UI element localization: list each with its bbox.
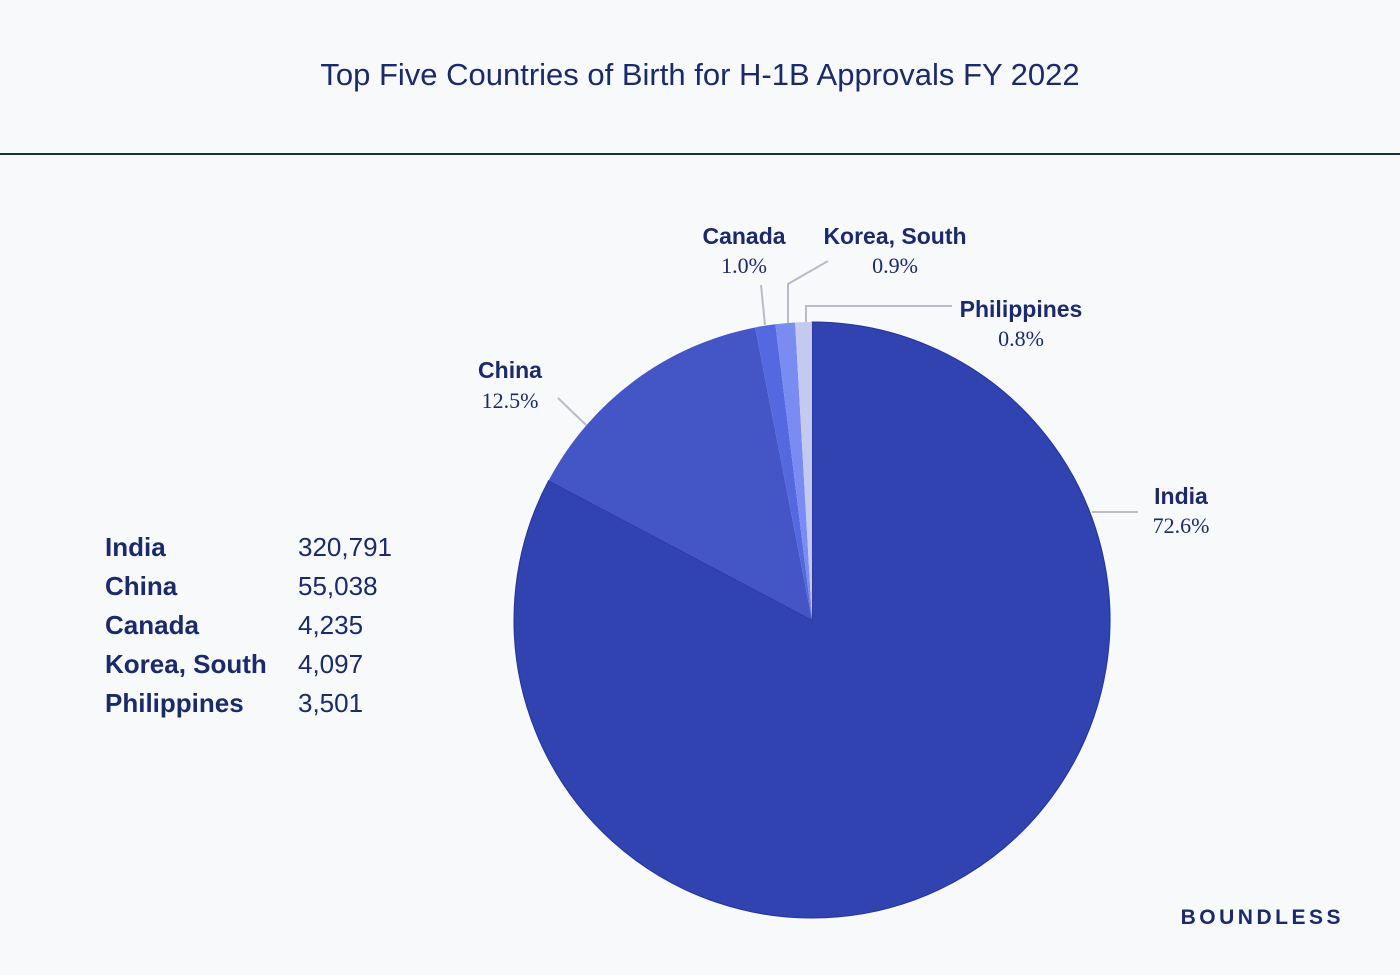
slice-percent: 72.6% [1153, 513, 1210, 538]
slice-label: India [1154, 483, 1208, 509]
country-name: Canada [105, 610, 199, 640]
pie-slice-philippines [795, 322, 812, 620]
pie-slice-korea-south [775, 322, 812, 620]
country-name: India [105, 532, 166, 562]
slice-percent: 0.9% [872, 253, 918, 278]
country-value: 4,235 [298, 610, 364, 640]
country-name: Philippines [105, 688, 244, 718]
slice-percent: 1.0% [721, 253, 767, 278]
pie-slice-canada [755, 324, 812, 620]
table-row: Canada 4,235 [105, 606, 392, 645]
pie-slice-china [548, 327, 812, 620]
slice-label: China [478, 357, 542, 383]
slice-label: Philippines [960, 296, 1083, 322]
country-value: 320,791 [298, 532, 392, 562]
pie-slice-india [513, 321, 1111, 919]
leader-line [805, 305, 952, 322]
country-name: China [105, 571, 178, 601]
slice-percent: 12.5% [482, 388, 539, 413]
slice-label: Korea, South [823, 223, 966, 249]
header: Top Five Countries of Birth for H-1B App… [0, 0, 1400, 155]
table-row: Korea, South 4,097 [105, 645, 392, 684]
leader-line [760, 284, 766, 326]
table-row: India 320,791 [105, 528, 392, 567]
leader-line [787, 260, 829, 323]
slice-percent: 0.8% [998, 326, 1044, 351]
country-value: 3,501 [298, 688, 364, 718]
pie-slices [513, 321, 1111, 919]
leader-line [557, 397, 587, 426]
chart-title: Top Five Countries of Birth for H-1B App… [320, 57, 1080, 92]
country-value: 4,097 [298, 649, 364, 679]
pie-labels: India 72.6% China 12.5% Canada 1.0% Korea, Sou… [478, 223, 1209, 538]
country-name: Korea, South [105, 649, 267, 679]
slice-label: Canada [702, 223, 785, 249]
table-row: China 55,038 [105, 567, 392, 606]
country-value: 55,038 [298, 571, 378, 601]
values-table: India 320,791 China 55,038 Canada 4,235 … [105, 528, 392, 723]
table-row: Philippines 3,501 [105, 684, 392, 723]
brand-logo: BOUNDLESS [1180, 906, 1344, 929]
